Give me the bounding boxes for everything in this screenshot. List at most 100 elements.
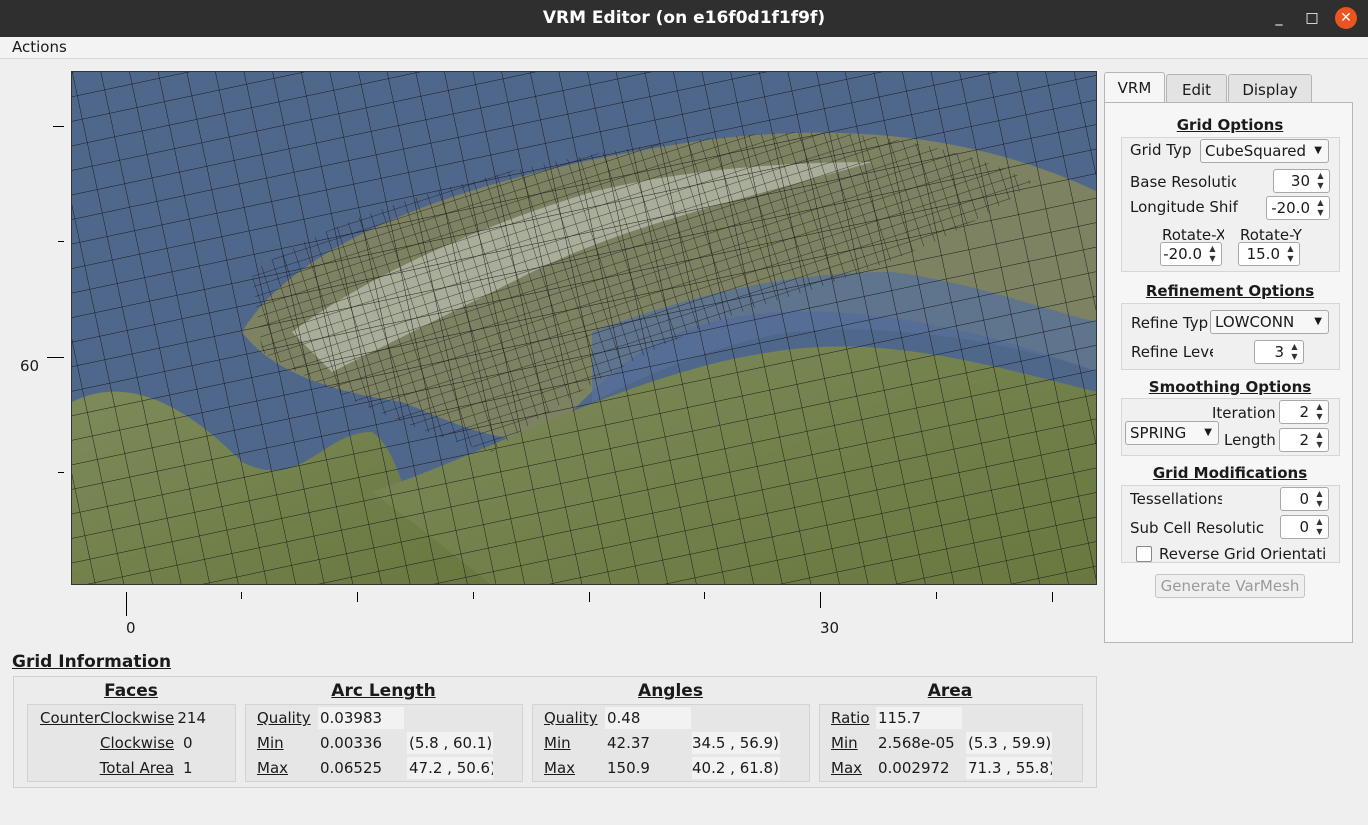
spin-up-icon[interactable]: ▲	[1317, 171, 1324, 180]
angles-min-location: 34.5 , 56.9)	[692, 732, 780, 754]
rotate-x-value: -20.0	[1163, 245, 1202, 263]
smoothing-method-value: SPRING	[1130, 424, 1187, 442]
grid-type-value: CubeSquared	[1205, 142, 1307, 160]
minimize-button[interactable]: _	[1275, 10, 1283, 26]
window-title: VRM Editor (on e16f0d1f1f9f)	[542, 8, 826, 28]
ccw-value: 214	[177, 709, 206, 727]
rotate-x-spinbox[interactable]: -20.0 ▲ ▼	[1160, 242, 1222, 266]
menu-actions[interactable]: Actions	[12, 38, 67, 56]
maximize-button[interactable]: □	[1305, 10, 1319, 26]
rotate-x-label: Rotate-X	[1162, 226, 1224, 244]
spin-down-icon[interactable]: ▼	[1209, 254, 1216, 263]
x-tick	[704, 592, 705, 599]
total-area-value: 1	[183, 759, 193, 777]
sub-cell-resolution-spinbox[interactable]: 0 ▲ ▼	[1280, 515, 1329, 539]
chevron-down-icon: ▼	[1314, 145, 1322, 156]
spin-up-icon[interactable]: ▲	[1317, 198, 1324, 207]
spin-up-icon[interactable]: ▲	[1316, 489, 1323, 498]
longitude-shift-label: Longitude Shif	[1130, 198, 1238, 216]
tab-edit[interactable]: Edit	[1166, 74, 1227, 105]
area-ratio-value: 115.7	[876, 707, 962, 729]
spin-up-icon[interactable]: ▲	[1291, 342, 1298, 351]
x-tick	[473, 592, 474, 599]
spin-down-icon[interactable]: ▼	[1291, 352, 1298, 361]
spin-down-icon[interactable]: ▼	[1316, 527, 1323, 536]
map-image	[72, 72, 1096, 584]
sub-cell-resolution-label: Sub Cell Resolutic	[1130, 519, 1264, 537]
tab-display[interactable]: Display	[1228, 74, 1312, 105]
refine-type-label: Refine Typ	[1131, 314, 1209, 332]
spin-down-icon[interactable]: ▼	[1316, 412, 1323, 421]
spin-up-icon[interactable]: ▲	[1209, 244, 1216, 253]
refine-level-value: 3	[1274, 343, 1284, 361]
angles-min-label: Min	[544, 734, 571, 752]
close-button[interactable]: ✕	[1335, 7, 1357, 29]
longitude-shift-spinbox[interactable]: -20.0 ▲ ▼	[1266, 196, 1330, 220]
area-ratio-label: Ratio	[831, 709, 870, 727]
spin-down-icon[interactable]: ▼	[1316, 499, 1323, 508]
faces-group	[27, 704, 236, 782]
area-min-label: Min	[831, 734, 858, 752]
rotate-y-label: Rotate-Y	[1240, 226, 1302, 244]
x-tick	[241, 592, 242, 599]
area-min-location: (5.3 , 59.9)	[966, 732, 1052, 754]
refine-type-select[interactable]: LOWCONN ▼	[1210, 310, 1329, 334]
total-area-label: Total Area	[99, 759, 174, 777]
refinement-options-title: Refinement Options	[1145, 282, 1315, 300]
arc-max-value: 0.06525	[320, 759, 383, 777]
spin-up-icon[interactable]: ▲	[1316, 430, 1323, 439]
tessellations-label: Tessellations	[1130, 490, 1222, 508]
y-tick	[47, 357, 64, 358]
spin-down-icon[interactable]: ▼	[1316, 440, 1323, 449]
area-max-location: 71.3 , 55.8)	[966, 757, 1052, 779]
faces-title: Faces	[104, 681, 158, 701]
grid-map-view[interactable]	[71, 71, 1097, 585]
refine-level-spinbox[interactable]: 3 ▲ ▼	[1254, 340, 1304, 364]
y-tick	[58, 472, 64, 473]
spin-down-icon[interactable]: ▼	[1317, 181, 1324, 190]
area-min-value: 2.568e-05	[878, 734, 955, 752]
cw-value: 0	[183, 734, 193, 752]
spin-up-icon[interactable]: ▲	[1316, 402, 1323, 411]
refine-type-value: LOWCONN	[1215, 313, 1295, 331]
area-max-value: 0.002972	[878, 759, 950, 777]
arc-quality-label: Quality	[257, 709, 311, 727]
longitude-shift-value: -20.0	[1271, 199, 1310, 217]
spin-down-icon[interactable]: ▼	[1287, 254, 1294, 263]
rotate-y-value: 15.0	[1246, 245, 1280, 263]
y-tick	[53, 126, 64, 127]
iteration-spinbox[interactable]: 2 ▲ ▼	[1279, 400, 1329, 424]
refine-level-label: Refine Leve	[1131, 343, 1213, 361]
rotate-y-spinbox[interactable]: 15.0 ▲ ▼	[1238, 242, 1300, 266]
tessellations-spinbox[interactable]: 0 ▲ ▼	[1280, 487, 1329, 511]
x-tick-label: 0	[126, 619, 136, 637]
spin-up-icon[interactable]: ▲	[1287, 244, 1294, 253]
chevron-down-icon: ▼	[1204, 427, 1212, 438]
generate-varmesh-button[interactable]: Generate VarMesh	[1155, 574, 1305, 598]
length-spinbox[interactable]: 2 ▲ ▼	[1279, 428, 1329, 452]
base-resolution-value: 30	[1290, 172, 1310, 190]
ccw-label: CounterClockwise	[40, 709, 174, 727]
arc-min-label: Min	[257, 734, 284, 752]
x-tick	[936, 592, 937, 599]
angles-max-value: 150.9	[607, 759, 650, 777]
arc-length-title: Arc Length	[331, 681, 436, 701]
spin-down-icon[interactable]: ▼	[1317, 208, 1324, 217]
area-title: Area	[927, 681, 973, 701]
grid-type-select[interactable]: CubeSquared ▼	[1200, 139, 1329, 163]
arc-max-location: 47.2 , 50.6)	[407, 757, 493, 779]
reverse-orientation-checkbox[interactable]	[1136, 546, 1152, 562]
arc-min-value: 0.00336	[320, 734, 383, 752]
length-label: Length	[1224, 431, 1276, 449]
smoothing-method-select[interactable]: SPRING ▼	[1125, 421, 1219, 445]
base-resolution-spinbox[interactable]: 30 ▲ ▼	[1273, 169, 1330, 193]
tessellations-value: 0	[1299, 490, 1309, 508]
spin-up-icon[interactable]: ▲	[1316, 517, 1323, 526]
menu-bar: Actions	[0, 37, 1368, 59]
tab-vrm[interactable]: VRM	[1104, 72, 1165, 104]
title-bar: VRM Editor (on e16f0d1f1f9f) _ □ ✕	[0, 0, 1368, 37]
base-resolution-label: Base Resolutic	[1130, 173, 1236, 191]
x-tick	[357, 592, 358, 602]
angles-min-value: 42.37	[607, 734, 650, 752]
iteration-value: 2	[1299, 403, 1309, 421]
